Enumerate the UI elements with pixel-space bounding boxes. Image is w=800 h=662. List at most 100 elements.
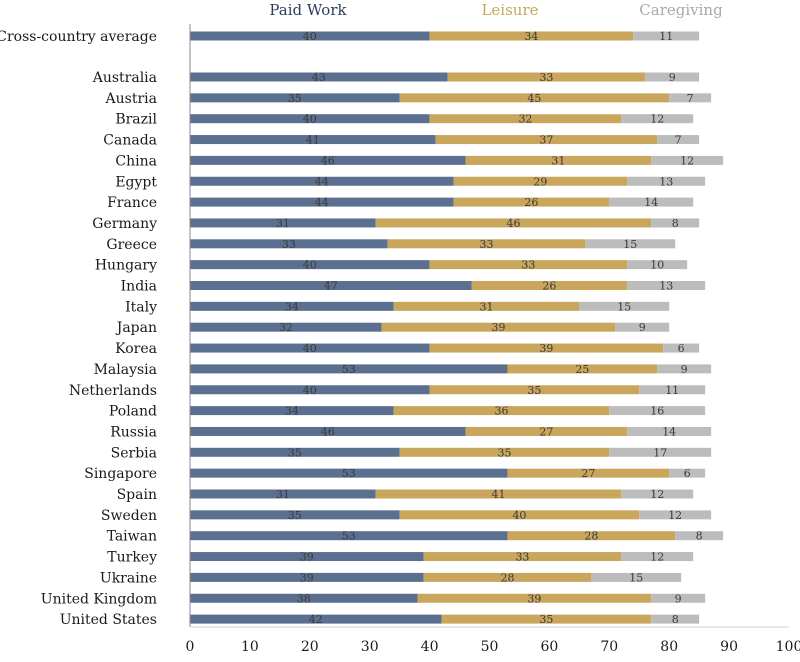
- data-label-france-leisure: 26: [524, 196, 538, 209]
- x-tick-label: 40: [421, 639, 439, 655]
- bar-netherlands-paid-work: [190, 385, 430, 395]
- data-label-brazil-paid-work: 40: [303, 113, 317, 126]
- data-label-sweden-paid-work: 35: [288, 509, 302, 522]
- bar-ukraine-paid-work: [190, 572, 424, 582]
- data-label-netherlands-leisure: 35: [527, 384, 541, 397]
- data-label-russia-paid-work: 46: [321, 425, 335, 438]
- x-tick-label: 10: [241, 639, 259, 655]
- category-label-australia: Australia: [92, 70, 157, 86]
- bar-korea-paid-work: [190, 343, 430, 353]
- legend-caregiving: Caregiving: [639, 1, 723, 19]
- bar-italy-caregiving: [579, 301, 670, 311]
- data-label-greece-leisure: 33: [480, 238, 494, 251]
- data-label-taiwan-caregiving: 8: [696, 530, 703, 543]
- bar-austria-leisure: [399, 93, 670, 103]
- bar-united-states-paid-work: [190, 614, 442, 624]
- data-label-greece-caregiving: 15: [623, 238, 637, 251]
- category-labels: Cross-country average Australia Austria Bra…: [0, 29, 158, 628]
- bar-russia-caregiving: [627, 426, 712, 436]
- category-label-india: India: [121, 279, 157, 295]
- legend-leisure: Leisure: [481, 1, 538, 19]
- bar-austria-paid-work: [190, 93, 400, 103]
- bar-poland-caregiving: [609, 406, 706, 416]
- bar-india-paid-work: [190, 281, 472, 290]
- bar-sweden-caregiving: [639, 510, 712, 520]
- x-tick-label: 0: [186, 639, 195, 655]
- data-label-hungary-leisure: 33: [521, 259, 535, 272]
- bar-india-leisure: [471, 281, 628, 290]
- bar-italy-leisure: [393, 301, 580, 311]
- data-label-india-paid-work: 47: [324, 280, 338, 293]
- data-label-cross-country-average-caregiving: 11: [659, 30, 673, 43]
- bar-australia-caregiving: [645, 72, 700, 82]
- bar-hungary-leisure: [429, 260, 628, 270]
- data-label-russia-caregiving: 14: [662, 425, 676, 438]
- bar-singapore-leisure: [507, 468, 670, 478]
- data-label-netherlands-paid-work: 40: [303, 384, 317, 397]
- data-label-united-kingdom-paid-work: 38: [297, 592, 311, 605]
- data-label-ukraine-paid-work: 39: [300, 571, 314, 584]
- data-label-korea-caregiving: 6: [678, 342, 685, 355]
- x-tick-label: 100: [776, 639, 800, 655]
- bar-ukraine-leisure: [423, 572, 592, 582]
- bar-hungary-caregiving: [627, 260, 688, 270]
- data-label-united-kingdom-caregiving: 9: [675, 592, 682, 605]
- data-label-egypt-paid-work: 44: [315, 175, 329, 188]
- x-axis: 0 10 20 30 40 50 60 70 80 90 100: [186, 24, 800, 655]
- bar-turkey-paid-work: [190, 552, 424, 562]
- bar-poland-leisure: [393, 406, 610, 416]
- category-label-greece: Greece: [106, 237, 157, 253]
- bar-china-leisure: [465, 155, 652, 165]
- bar-china-paid-work: [190, 155, 466, 165]
- data-label-poland-caregiving: 16: [650, 405, 664, 418]
- bar-cross-country-average-leisure: [429, 31, 634, 41]
- bar-china-caregiving: [651, 155, 724, 165]
- bar-australia-leisure: [447, 72, 646, 82]
- category-label-netherlands: Netherlands: [69, 383, 157, 399]
- bar-turkey-caregiving: [621, 552, 694, 562]
- data-label-serbia-caregiving: 17: [653, 446, 667, 459]
- data-label-serbia-leisure: 35: [497, 446, 511, 459]
- bar-spain-caregiving: [621, 489, 694, 499]
- legend: Paid Work Leisure Caregiving: [269, 1, 723, 19]
- category-label-taiwan: Taiwan: [107, 529, 157, 545]
- bar-malaysia-leisure: [507, 364, 658, 374]
- bar-united-kingdom-caregiving: [651, 593, 706, 603]
- category-label-united-kingdom: United Kingdom: [41, 591, 157, 607]
- data-label-malaysia-caregiving: 9: [681, 363, 688, 376]
- data-label-italy-leisure: 31: [480, 300, 494, 313]
- category-label-brazil: Brazil: [115, 112, 157, 128]
- bar-india-caregiving: [627, 281, 706, 290]
- data-label-india-leisure: 26: [542, 280, 556, 293]
- data-label-france-paid-work: 44: [315, 196, 329, 209]
- category-label-ukraine: Ukraine: [100, 570, 157, 586]
- data-label-germany-caregiving: 8: [672, 217, 679, 230]
- bar-japan-paid-work: [190, 322, 382, 332]
- category-label-sweden: Sweden: [101, 508, 157, 524]
- bar-canada-caregiving: [657, 135, 700, 145]
- bar-cross-country-average-paid-work: [190, 31, 430, 41]
- data-label-turkey-paid-work: 39: [300, 551, 314, 564]
- x-tick-label: 20: [301, 639, 319, 655]
- bar-korea-caregiving: [663, 343, 700, 353]
- category-label-united-states: United States: [60, 612, 157, 628]
- bar-greece-caregiving: [585, 239, 676, 249]
- data-label-japan-paid-work: 32: [279, 321, 293, 334]
- data-label-ukraine-caregiving: 15: [629, 571, 643, 584]
- bar-cross-country-average-caregiving: [633, 31, 700, 41]
- category-label-singapore: Singapore: [84, 466, 157, 482]
- data-label-japan-caregiving: 9: [639, 321, 646, 334]
- data-label-poland-paid-work: 34: [285, 405, 299, 418]
- bar-malaysia-caregiving: [657, 364, 712, 374]
- bar-serbia-leisure: [399, 447, 610, 457]
- data-label-china-leisure: 31: [551, 154, 565, 167]
- data-label-turkey-leisure: 33: [515, 551, 529, 564]
- data-label-singapore-caregiving: 6: [684, 467, 691, 480]
- bar-japan-caregiving: [615, 322, 670, 332]
- data-label-canada-caregiving: 7: [675, 134, 682, 147]
- data-label-cross-country-average-paid-work: 40: [303, 30, 317, 43]
- x-tick-label: 70: [600, 639, 618, 655]
- bar-hungary-paid-work: [190, 260, 430, 270]
- data-label-korea-paid-work: 40: [303, 342, 317, 355]
- bar-germany-caregiving: [651, 218, 700, 228]
